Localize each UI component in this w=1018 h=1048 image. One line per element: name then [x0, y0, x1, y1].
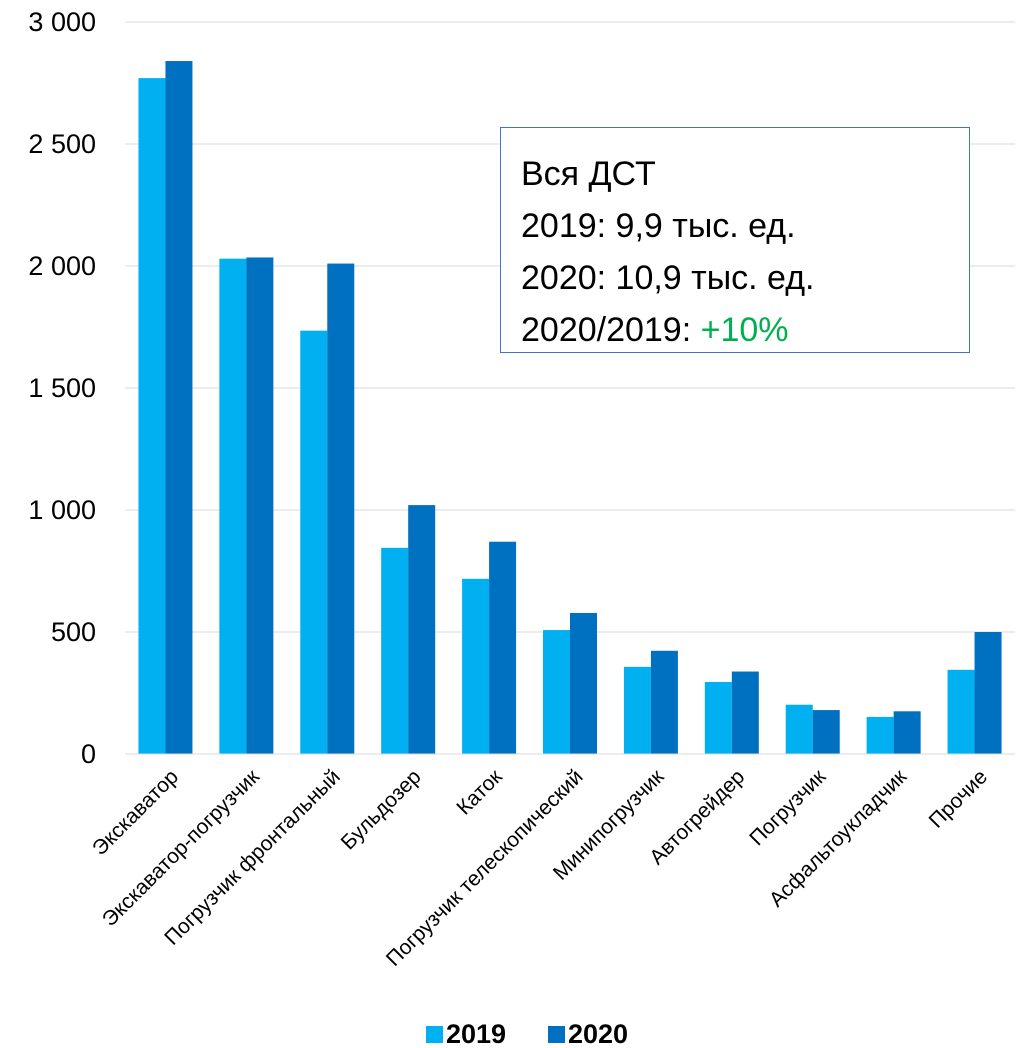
bar-2019 — [947, 669, 975, 754]
y-tick-label: 2 500 — [28, 129, 96, 159]
summary-2020-total: 2020: 10,9 тыс. ед. — [521, 259, 815, 297]
summary-title: Вся ДСТ — [521, 155, 656, 193]
legend-label-2020: 2020 — [568, 1019, 628, 1048]
x-tick-label: Прочие — [925, 765, 992, 832]
legend-swatch-2020 — [548, 1026, 565, 1043]
bar-2019 — [785, 704, 813, 754]
bar-2020 — [812, 710, 840, 754]
legend-swatch-2019 — [426, 1026, 443, 1043]
y-tick-label: 500 — [51, 617, 96, 647]
y-tick-label: 1 500 — [28, 373, 96, 403]
bar-2020 — [165, 61, 193, 755]
bar-2020 — [408, 505, 436, 754]
bar-2020 — [893, 711, 921, 754]
x-tick-label: Экскаватор-погрузчик — [98, 765, 265, 932]
bar-2020 — [327, 263, 355, 754]
summary-growth-line: 2020/2019: +10% — [521, 304, 969, 356]
legend-label-2019: 2019 — [446, 1019, 506, 1048]
x-tick-label: Бульдозер — [337, 765, 426, 854]
legend: 2019 2020 — [426, 1019, 628, 1048]
summary-growth-value: +10% — [700, 311, 789, 349]
y-tick-label: 3 000 — [28, 7, 96, 37]
bar-2019 — [300, 330, 328, 754]
bar-2019 — [866, 716, 894, 754]
bar-2020 — [570, 612, 597, 754]
bar-2019 — [543, 630, 570, 754]
y-tick-label: 2 000 — [28, 251, 96, 281]
x-tick-label: Погрузчик — [745, 765, 831, 851]
bar-2020 — [489, 541, 517, 754]
y-tick-label: 1 000 — [28, 495, 96, 525]
bar-2020 — [731, 671, 759, 754]
x-axis-labels: ЭкскаваторЭкскаватор-погрузчикПогрузчик … — [88, 765, 992, 971]
bar-2019 — [704, 682, 732, 754]
bar-2019 — [219, 258, 247, 754]
x-tick-label: Каток — [452, 765, 507, 820]
bar-2019 — [623, 666, 651, 754]
bar-2019 — [138, 78, 166, 755]
y-tick-label: 0 — [81, 739, 96, 769]
x-tick-label: Погрузчик фронтальный — [160, 765, 344, 949]
bar-2019 — [462, 578, 490, 754]
y-axis-ticks: 0 500 1 000 1 500 2 000 2 500 3 000 — [28, 7, 96, 769]
summary-annotation-box: Вся ДСТ 2019: 9,9 тыс. ед. 2020: 10,9 ты… — [500, 127, 970, 353]
bars — [138, 61, 1002, 755]
x-tick-label: Асфальтоукладчик — [765, 765, 912, 912]
bar-2019 — [381, 547, 409, 754]
summary-growth-label: 2020/2019: — [521, 311, 701, 349]
bar-2020 — [650, 650, 678, 754]
bar-2020 — [974, 632, 1002, 754]
bar-2020 — [246, 257, 274, 754]
summary-2019-total: 2019: 9,9 тыс. ед. — [521, 207, 796, 245]
